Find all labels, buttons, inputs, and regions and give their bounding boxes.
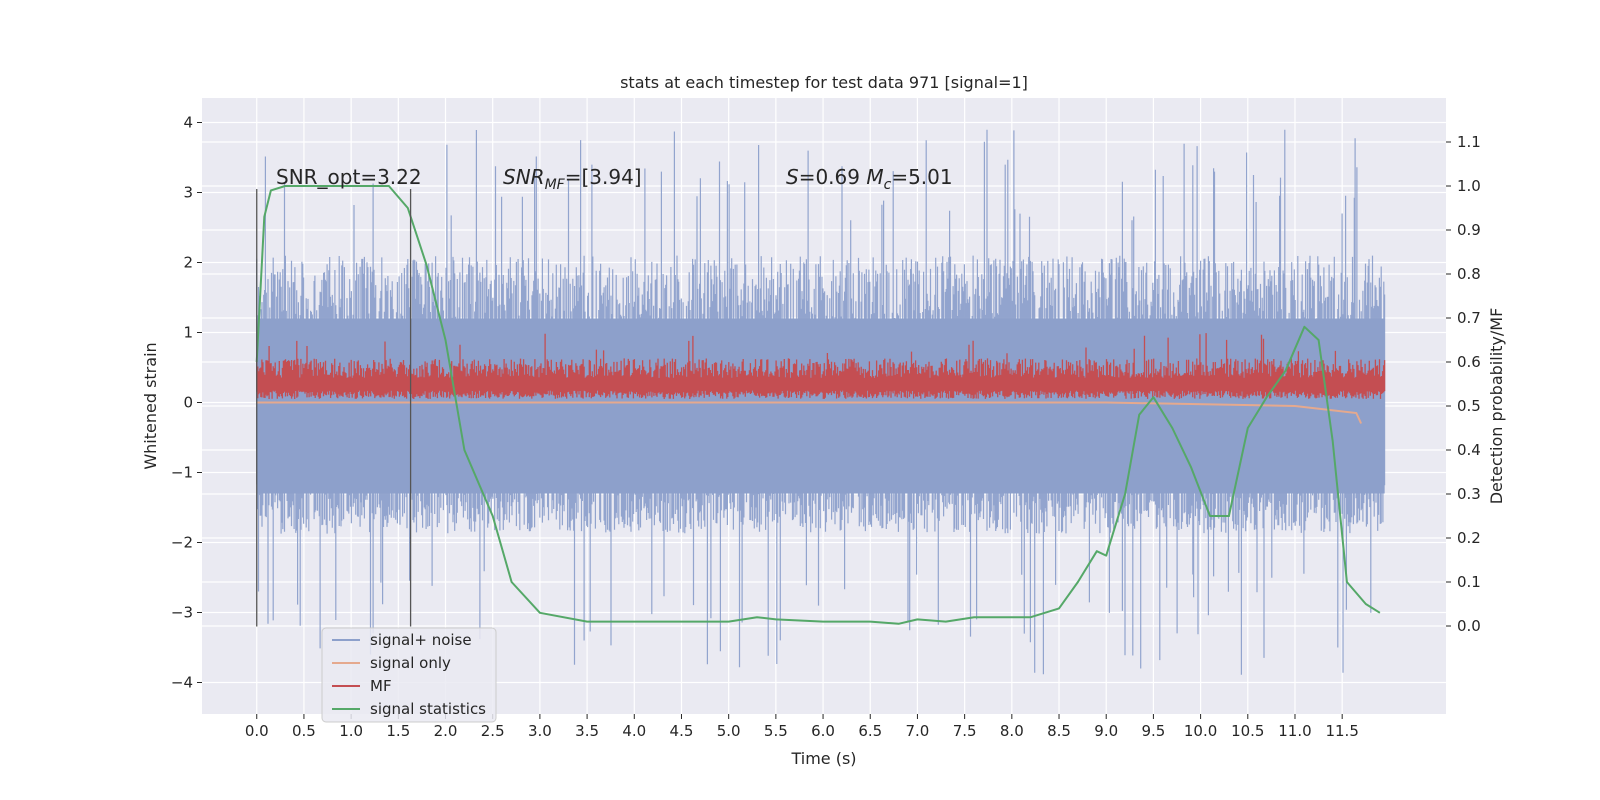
- legend-label-signal-noise: signal+ noise: [370, 631, 472, 649]
- x-tick-label: 6.5: [858, 722, 882, 740]
- x-tick-label: 2.0: [434, 722, 458, 740]
- x-tick-label: 9.5: [1141, 722, 1165, 740]
- right-y-tick-label: 1.1: [1457, 133, 1481, 151]
- legend-label-signal-only: signal only: [370, 654, 451, 672]
- x-tick-label: 11.5: [1325, 722, 1358, 740]
- annotation-s-mc: S=0.69 Mc=5.01: [786, 165, 953, 193]
- vertical-markers: [256, 189, 412, 627]
- left-y-tick-label: 0: [183, 394, 193, 412]
- left-y-tick-label: −3: [171, 604, 193, 622]
- x-tick-label: 4.0: [622, 722, 646, 740]
- right-y-tick-label: 0.0: [1457, 617, 1481, 635]
- left-y-tick-label: −1: [171, 464, 193, 482]
- x-tick-label: 5.0: [717, 722, 741, 740]
- annotation-snr-opt: SNR_opt=3.22: [276, 165, 422, 189]
- right-y-tick-label: 0.8: [1457, 265, 1481, 283]
- series-signal-only: [256, 401, 1363, 424]
- left-y-axis-ticks: −4 −3 −2 −1 0 1 2 3 4: [171, 114, 202, 692]
- series-signal-noise-core: [256, 318, 1385, 494]
- annotation-snr-mf: SNRMF=[3.94]: [503, 165, 642, 193]
- right-y-tick-label: 0.3: [1457, 485, 1481, 503]
- legend-box: [321, 627, 497, 723]
- x-tick-label: 3.5: [575, 722, 599, 740]
- right-y-tick-label: 0.1: [1457, 573, 1481, 591]
- x-tick-label: 1.0: [339, 722, 363, 740]
- chart-title: stats at each timestep for test data 971…: [620, 73, 1028, 92]
- x-tick-label: 11.0: [1278, 722, 1311, 740]
- right-y-tick-label: 0.7: [1457, 309, 1481, 327]
- right-y-axis-label: Detection probability/MF: [1487, 308, 1506, 505]
- right-y-tick-label: 0.6: [1457, 353, 1481, 371]
- legend-label-mf: MF: [370, 677, 392, 695]
- x-tick-label: 7.0: [906, 722, 930, 740]
- x-axis-ticks: 0.0 0.5 1.0 1.5 2.0 2.5 3.0 3.5 4.0 4.5 5.0 5.5 6.0 6…: [245, 714, 1359, 740]
- data-layer: [255, 129, 1386, 675]
- left-y-tick-label: −2: [171, 534, 193, 552]
- x-tick-label: 6.0: [811, 722, 835, 740]
- x-tick-label: 9.0: [1094, 722, 1118, 740]
- left-y-tick-label: 3: [183, 184, 193, 202]
- right-y-tick-label: 0.2: [1457, 529, 1481, 547]
- right-y-tick-label: 0.9: [1457, 221, 1481, 239]
- x-axis-label: Time (s): [790, 749, 856, 768]
- x-tick-label: 5.5: [764, 722, 788, 740]
- x-tick-label: 8.5: [1047, 722, 1071, 740]
- right-y-axis-ticks: 0.0 0.1 0.2 0.3 0.4 0.5 0.6 0.7 0.8 0.9 1.0 1.1: [1446, 133, 1481, 635]
- left-y-axis-label: Whitened strain: [141, 342, 160, 469]
- right-y-tick-label: 0.4: [1457, 441, 1481, 459]
- x-tick-label: 1.5: [386, 722, 410, 740]
- legend: signal+ noise signal only MF signal stat…: [321, 627, 497, 723]
- x-tick-label: 7.5: [953, 722, 977, 740]
- x-tick-label: 10.0: [1184, 722, 1217, 740]
- right-y-tick-label: 1.0: [1457, 177, 1481, 195]
- legend-label-signal-statistics: signal statistics: [370, 700, 486, 718]
- x-tick-label: 2.5: [481, 722, 505, 740]
- series-signal-statistics: [255, 185, 1381, 625]
- x-tick-label: 4.5: [670, 722, 694, 740]
- left-y-tick-label: 4: [183, 114, 193, 132]
- x-tick-label: 3.0: [528, 722, 552, 740]
- x-tick-label: 0.0: [245, 722, 269, 740]
- left-y-tick-label: 1: [183, 324, 193, 342]
- left-y-tick-label: 2: [183, 254, 193, 272]
- left-y-tick-label: −4: [171, 674, 193, 692]
- x-tick-label: 8.0: [1000, 722, 1024, 740]
- x-tick-label: 0.5: [292, 722, 316, 740]
- right-y-tick-label: 0.5: [1457, 397, 1481, 415]
- x-tick-label: 10.5: [1231, 722, 1264, 740]
